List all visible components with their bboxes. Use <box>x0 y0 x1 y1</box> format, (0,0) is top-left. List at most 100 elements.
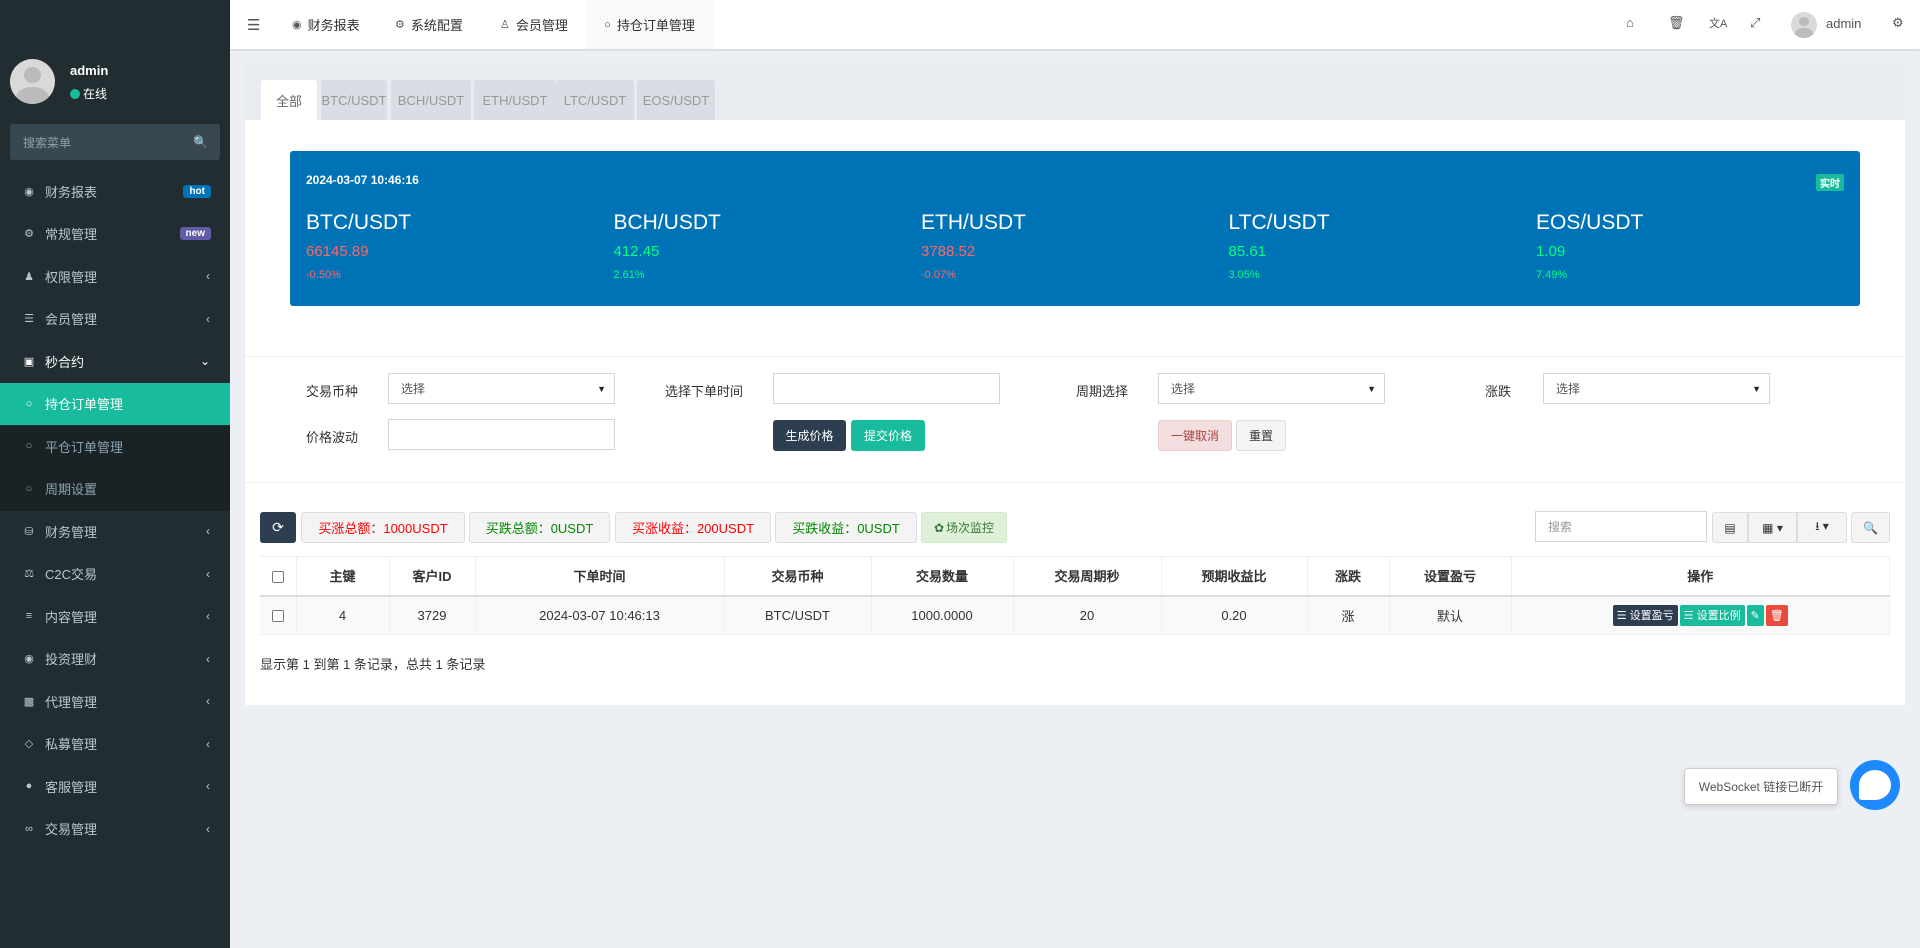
sidebar-item[interactable]: ◉ 财务报表 hot <box>0 170 230 213</box>
disc-icon: ◉ <box>24 653 34 666</box>
sidebar-item[interactable]: ◉ 投资理财 ‹ <box>0 638 230 681</box>
monitor-label: 场次监控 <box>946 521 995 535</box>
order-time-input[interactable] <box>773 373 1000 404</box>
delete-button[interactable]: 🗑 <box>1765 604 1788 626</box>
row-checkbox[interactable] <box>260 595 297 635</box>
handshake-icon: ∞ <box>25 822 33 835</box>
select-all-checkbox[interactable] <box>260 556 297 597</box>
buy-up-total[interactable]: 买涨总额：1000USDT <box>301 512 465 543</box>
coin-tab[interactable]: 全部 <box>261 80 317 120</box>
submit-price-button[interactable]: 提交价格 <box>851 420 925 451</box>
table-cell: 2024-03-07 10:46:13 <box>475 595 725 635</box>
sidebar-item[interactable]: ▩ 代理管理 ‹ <box>0 680 230 723</box>
online-dot-icon <box>70 88 80 99</box>
coin-tab[interactable]: LTC/USDT <box>556 80 634 120</box>
home-icon[interactable]: ⌂ <box>1626 15 1634 30</box>
ticker-time: 2024-03-07 10:46:16 <box>306 173 419 187</box>
volatility-input[interactable] <box>388 419 615 450</box>
header-username[interactable]: admin <box>1826 16 1862 31</box>
pagination-info: 显示第 1 到第 1 条记录，总共 1 条记录 <box>260 657 486 672</box>
search-placeholder: 搜索 <box>1548 520 1573 534</box>
chat-bubble-icon <box>1859 770 1891 800</box>
advanced-search-button[interactable]: 🔍 <box>1851 512 1890 543</box>
coin-select[interactable]: 选择 ▼ <box>388 373 615 404</box>
sidebar: admin 在线 搜索菜单 🔍 ◉ 财务报表 hot ⚙ 常规管理 new ♟ 权限管理 ‹ ☰ 会… <box>0 0 230 948</box>
sidebar-item[interactable]: ∞ 交易管理 ‹ <box>0 808 230 851</box>
websocket-message: WebSocket 链接已断开 <box>1698 780 1824 794</box>
menu-toggle-icon[interactable]: ☰ <box>247 16 261 34</box>
toggle-view-button[interactable]: ▤ <box>1712 512 1748 543</box>
circle-icon: ○ <box>25 440 33 453</box>
column-header[interactable]: 交易币种 <box>724 556 872 597</box>
trash-icon[interactable]: 🗑 <box>1668 15 1685 30</box>
sidebar-item[interactable]: ♟ 权限管理 ‹ <box>0 255 230 298</box>
header-tab-member[interactable]: ♙ 会员管理 <box>500 0 568 49</box>
coin-ticker: LTC/USDT 85.61 3.05% <box>1229 211 1330 281</box>
header-tab-finance-report[interactable]: ◉ 财务报表 <box>292 0 360 49</box>
websocket-tooltip: WebSocket 链接已断开 <box>1684 768 1838 805</box>
coin-tab[interactable]: BTC/USDT <box>321 80 387 120</box>
menu-search-input[interactable]: 搜索菜单 🔍 <box>10 124 220 160</box>
column-header[interactable]: 主键 <box>296 556 390 597</box>
sidebar-item[interactable]: ○ 持仓订单管理 <box>0 382 230 425</box>
column-header[interactable]: 交易数量 <box>871 556 1014 597</box>
translate-icon[interactable]: 文A <box>1709 18 1728 30</box>
set-ratio-button[interactable]: ☰ 设置比例 <box>1679 604 1745 626</box>
buy-down-total[interactable]: 买跌总额：0USDT <box>469 512 610 543</box>
search-icon: 🔍 <box>193 135 208 149</box>
sidebar-item[interactable]: ⛁ 财务管理 ‹ <box>0 510 230 553</box>
sidebar-item[interactable]: ☰ 会员管理 ‹ <box>0 298 230 341</box>
set-profit-loss-button[interactable]: ☰ 设置盈亏 <box>1612 604 1678 626</box>
column-header[interactable]: 设置盈亏 <box>1389 556 1512 597</box>
coin-ticker: BTC/USDT 66145.89 -0.50% <box>306 211 411 281</box>
coin-tab[interactable]: EOS/USDT <box>637 80 715 120</box>
period-select-value: 选择 <box>1171 382 1196 396</box>
chat-button[interactable] <box>1850 760 1900 810</box>
header-tab-system-config[interactable]: ⚙ 系统配置 <box>395 0 463 49</box>
column-header[interactable]: 客户ID <box>389 556 476 597</box>
user-avatar <box>10 59 55 104</box>
settings-cogs-icon[interactable]: ⚙ <box>1892 15 1904 30</box>
coin-tab[interactable]: BCH/USDT <box>391 80 471 120</box>
chevron-left-icon: ‹ <box>206 609 210 624</box>
column-header[interactable]: 操作 <box>1511 556 1890 597</box>
coin-change: 3.05% <box>1228 269 1260 281</box>
edit-button[interactable]: ✎ <box>1746 604 1764 626</box>
columns-button[interactable]: ▦ ▾ <box>1748 512 1797 543</box>
buy-down-profit[interactable]: 买跌收益：0USDT <box>775 512 917 543</box>
period-select[interactable]: 选择 ▼ <box>1158 373 1385 404</box>
export-button[interactable]: ⭳ ▾ <box>1797 512 1847 543</box>
generate-price-button[interactable]: 生成价格 <box>773 420 846 451</box>
briefcase-icon: ▩ <box>23 695 35 708</box>
sidebar-item-label: 持仓订单管理 <box>45 397 124 413</box>
table-search-input[interactable]: 搜索 <box>1535 511 1707 542</box>
table-cell: 默认 <box>1389 595 1512 635</box>
updown-select[interactable]: 选择 ▼ <box>1543 373 1770 404</box>
cancel-all-button[interactable]: 一键取消 <box>1158 420 1232 451</box>
buy-up-profit[interactable]: 买涨收益：200USDT <box>615 512 771 543</box>
column-header[interactable]: 下单时间 <box>475 556 725 597</box>
column-header[interactable]: 预期收益比 <box>1161 556 1308 597</box>
sidebar-item[interactable]: ○ 周期设置 <box>0 468 230 511</box>
sidebar-item[interactable]: ○ 平仓订单管理 <box>0 425 230 468</box>
sidebar-item[interactable]: ▣ 秒合约 ⌄ <box>0 340 230 383</box>
online-status: 在线 <box>83 87 108 101</box>
coin-change: 7.49% <box>1536 269 1568 281</box>
sidebar-item[interactable]: ◇ 私募管理 ‹ <box>0 723 230 766</box>
coin-price: 3788.52 <box>921 243 976 260</box>
refresh-button[interactable]: ⟳ <box>260 512 296 543</box>
session-monitor-button[interactable]: ✿ 场次监控 <box>921 512 1007 543</box>
sidebar-item[interactable]: ● 客服管理 ‹ <box>0 765 230 808</box>
coin-select-value: 选择 <box>401 382 426 396</box>
column-header[interactable]: 交易周期秒 <box>1013 556 1162 597</box>
header-avatar[interactable] <box>1791 12 1817 38</box>
coin-tab[interactable]: ETH/USDT <box>474 80 556 120</box>
reset-button[interactable]: 重置 <box>1236 420 1286 451</box>
sidebar-item[interactable]: ⚙ 常规管理 new <box>0 213 230 256</box>
sidebar-item[interactable]: ≡ 内容管理 ‹ <box>0 595 230 638</box>
header-tab-position-orders[interactable]: ○ 持仓订单管理 <box>586 0 713 49</box>
sidebar-item[interactable]: ⚖ C2C交易 ‹ <box>0 553 230 596</box>
sidebar-item-label: 平仓订单管理 <box>45 439 124 455</box>
fullscreen-icon[interactable]: ⤢ <box>1750 15 1761 30</box>
column-header[interactable]: 涨跌 <box>1307 556 1390 597</box>
